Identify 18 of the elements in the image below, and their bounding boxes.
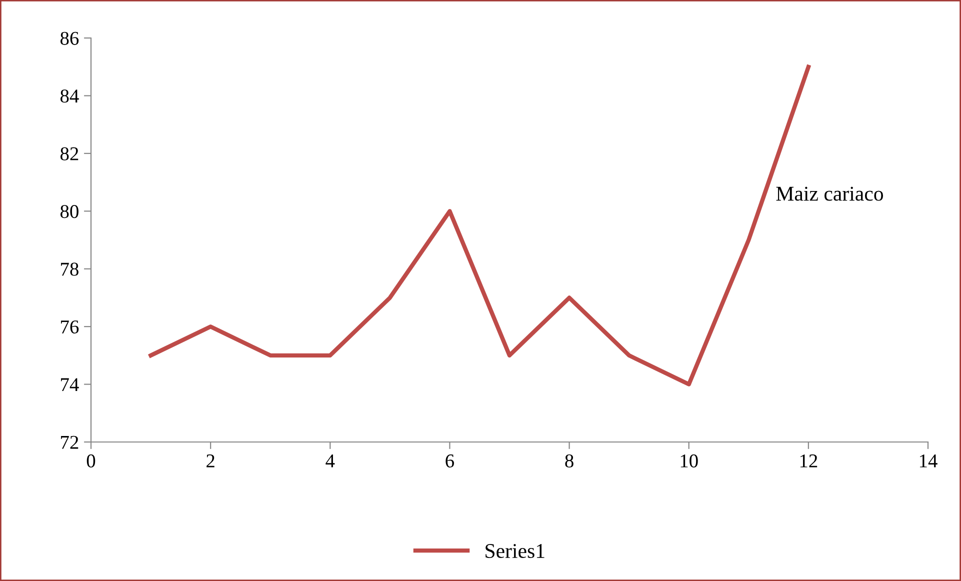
x-tick-label: 8 — [565, 454, 574, 468]
y-tick-label: 82 — [60, 147, 78, 160]
legend-label: Series1 — [486, 544, 544, 558]
x-tick-label: 14 — [920, 454, 938, 468]
x-tick-label: 10 — [680, 454, 698, 468]
x-tick-label: 6 — [446, 454, 454, 468]
y-tick-label: 76 — [61, 320, 79, 334]
y-tick-label: 78 — [61, 262, 78, 276]
y-tick-label: 72 — [61, 436, 78, 449]
y-tick-label: 84 — [60, 90, 79, 103]
y-tick-label: 74 — [61, 378, 79, 392]
x-tick-label: 0 — [86, 454, 96, 468]
annotation: Maiz cariaco — [776, 186, 884, 201]
x-tick-label: 4 — [326, 454, 335, 468]
y-tick-label: 80 — [60, 204, 78, 218]
y-tick-label: 86 — [60, 32, 79, 45]
x-tick-label: 12 — [800, 454, 818, 468]
x-tick-label: 2 — [206, 454, 214, 468]
